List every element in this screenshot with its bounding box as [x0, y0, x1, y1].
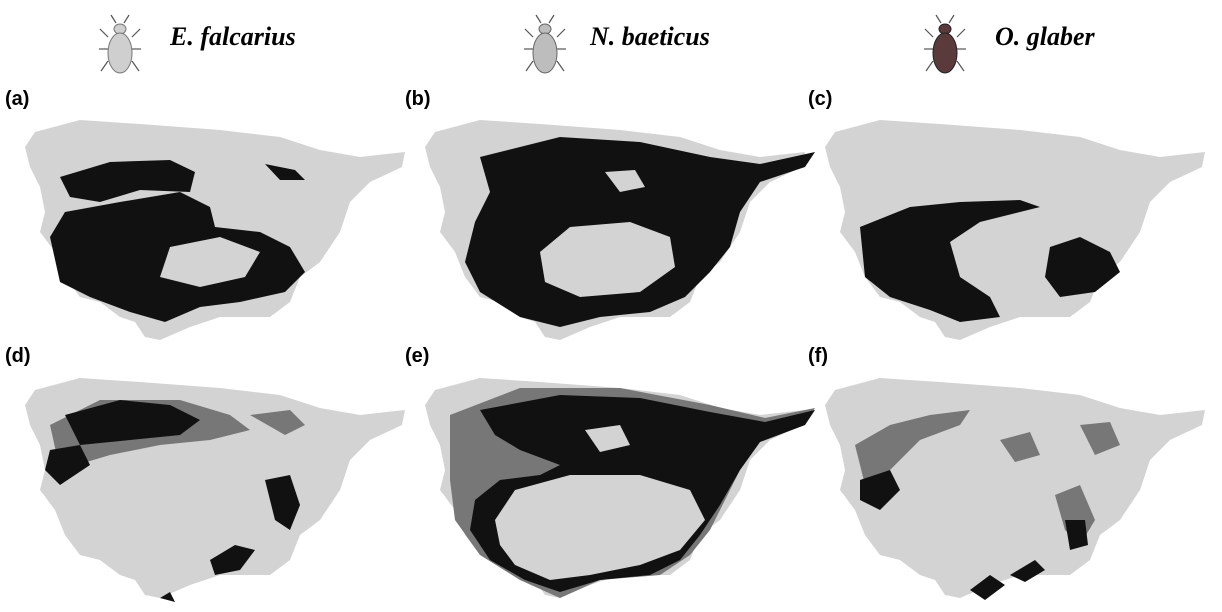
- figure: E. falcarius N. baeticus O. glaber (a) (…: [0, 0, 1222, 612]
- panel-label: (d): [5, 345, 31, 367]
- panel-label: (e): [405, 345, 429, 367]
- species-name: E. falcarius: [169, 22, 296, 51]
- panel-label: (f): [808, 345, 828, 367]
- map: [825, 378, 1205, 600]
- beetle-icon: [99, 15, 141, 73]
- beetle-icon: [524, 15, 566, 73]
- species-name: O. glaber: [995, 22, 1096, 51]
- panel-label: (c): [808, 88, 832, 110]
- panel-label: (b): [405, 88, 431, 110]
- species-name: N. baeticus: [589, 22, 710, 51]
- map: [425, 120, 815, 340]
- page: E. falcarius N. baeticus O. glaber (a) (…: [0, 0, 1222, 612]
- map: [425, 378, 815, 598]
- panel-label: (a): [5, 88, 29, 110]
- map: [825, 120, 1205, 340]
- beetle-icon: [924, 15, 966, 73]
- map: [25, 378, 405, 602]
- map: [25, 120, 405, 340]
